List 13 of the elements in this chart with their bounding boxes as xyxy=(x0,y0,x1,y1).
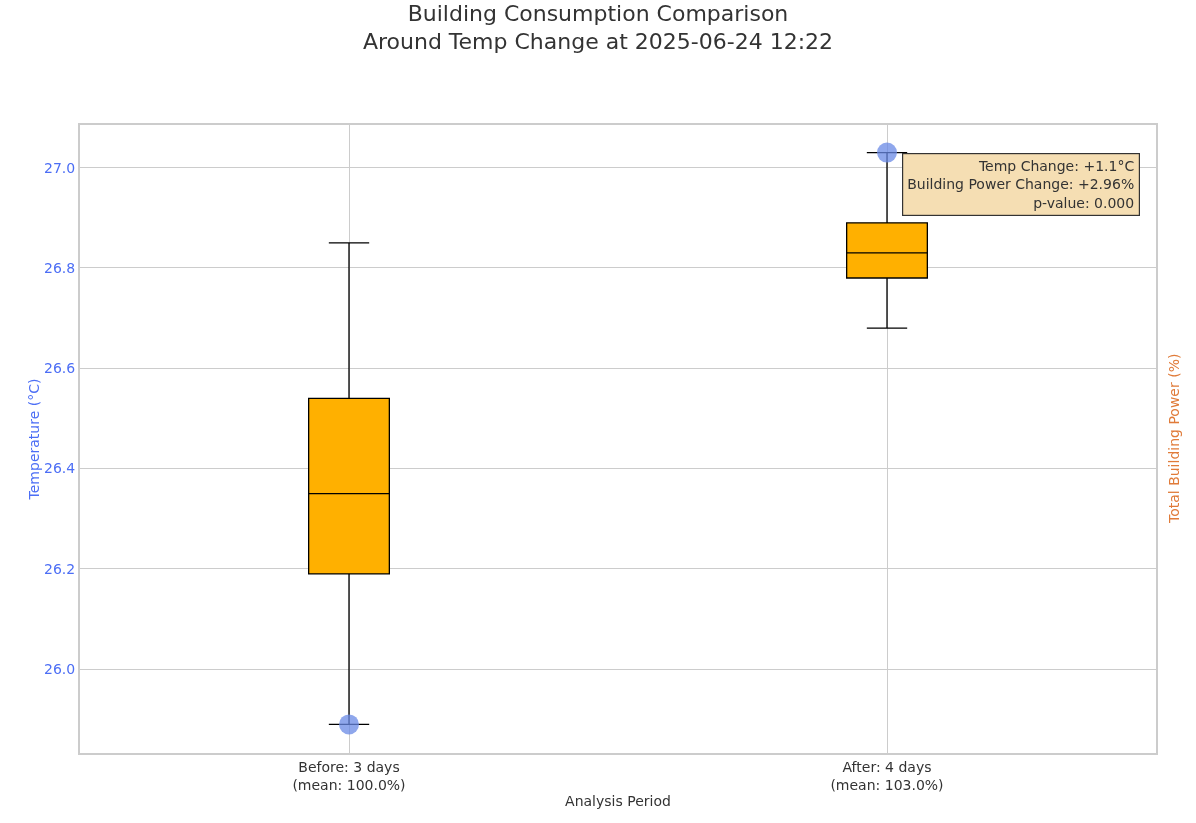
annotation: Temp Change: +1.1°C Building Power Change: +2.96% p-value: 0.000 xyxy=(907,158,1135,211)
y-tick-label: 26.8 xyxy=(44,259,76,276)
y-tick-label: 26.0 xyxy=(44,661,76,678)
y-tick-label: 27.0 xyxy=(44,159,76,176)
y2-axis-title: Total Building Power (%) xyxy=(1166,353,1182,524)
x-axis-title: Analysis Period xyxy=(565,792,671,809)
chart-title: Building Consumption Comparison Around Temp Change at 2025-06-24 12:22 xyxy=(362,0,834,55)
x-tick-label: Before: 3 days (mean: 100.0%) xyxy=(292,758,406,793)
y-axis-title: Temperature (°C) xyxy=(26,378,43,501)
y-tick-label: 26.6 xyxy=(44,360,76,377)
x-tick-label: After: 4 days (mean: 103.0%) xyxy=(830,758,944,793)
y-tick-label: 26.2 xyxy=(44,560,76,577)
y-tick-label: 26.4 xyxy=(44,460,76,477)
